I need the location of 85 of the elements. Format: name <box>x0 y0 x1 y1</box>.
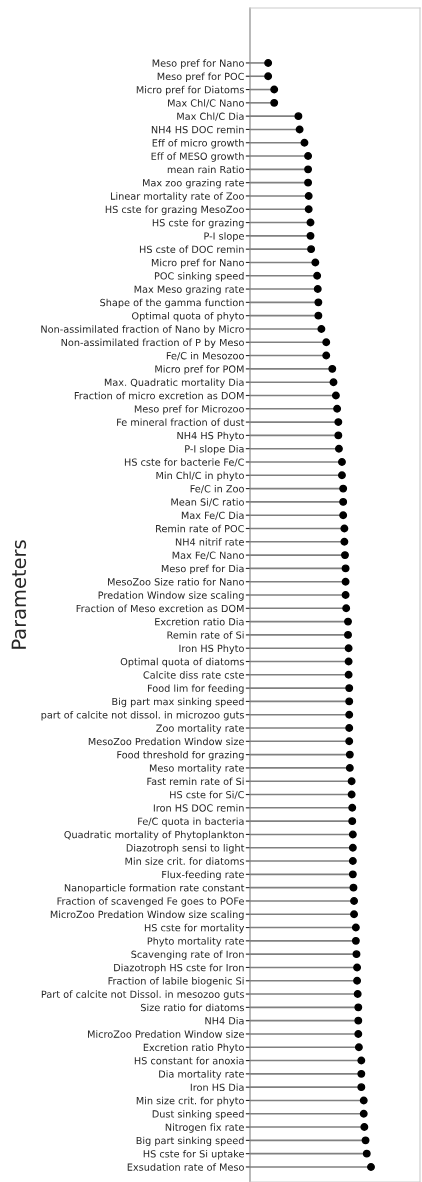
y-tick-label: Big part max sinking speed <box>112 697 244 708</box>
y-tick-label: NH4 Dia <box>205 1016 244 1025</box>
y-tick-label: Shape of the gamma function <box>100 298 244 309</box>
y-tick-label: Mean Si/C ratio <box>171 498 244 507</box>
y-tick-label: HS cste for Si uptake <box>143 1149 244 1160</box>
y-tick-label: MesoZoo Predation Window size <box>88 737 244 746</box>
y-tick-label: Eff of MESO growth <box>151 152 244 162</box>
y-tick-label: Min size crit. for phyto <box>136 1096 244 1107</box>
y-tick-label: Max Meso grazing rate <box>134 285 244 295</box>
y-tick-label: Calcite diss rate cste <box>143 671 244 679</box>
y-tick-label: Fraction of labile biogenic Si <box>108 977 244 987</box>
y-tick-label: HS cste for Si/C <box>170 790 244 800</box>
y-tick-label: Nitrogen fix rate <box>165 1123 244 1133</box>
y-tick-label: Predation Window size scaling <box>98 591 244 601</box>
y-tick-label: P-I slope <box>204 232 244 242</box>
y-tick-label: MicroZoo Predation Window size <box>88 1030 244 1038</box>
y-tick-label: HS cste for grazing MesoZoo <box>105 205 244 215</box>
y-tick-label: Part of calcite not Dissol. in mesozoo guts <box>41 990 244 1000</box>
y-tick-label: Micro pref for Diatoms <box>136 85 244 96</box>
y-tick-label: Food threshold for grazing <box>117 750 244 761</box>
y-tick-label: Optimal quota of diatoms <box>120 657 244 668</box>
y-tick-label: HS cste for grazing <box>152 218 244 229</box>
y-tick-label: Nanoparticle formation rate constant <box>64 883 245 894</box>
y-tick-label: P-I slope Dia <box>185 444 244 455</box>
y-tick-label: Max zoo grazing rate <box>143 178 244 189</box>
y-tick-label: Meso pref for Dia <box>161 564 244 575</box>
y-tick-label: Dia mortality rate <box>159 1070 244 1080</box>
y-tick-label: Remin rate of Si <box>167 631 244 639</box>
y-tick-label: Diazotroph sensi to light <box>126 844 245 854</box>
y-tick-label: Quadratic mortality of Phytoplankton <box>64 830 244 841</box>
y-tick-label: Micro pref for Nano <box>151 258 244 269</box>
y-tick-label: Max Chl/C Nano <box>168 99 244 108</box>
y-tick-label: Diazotroph HS cste for Iron <box>114 963 244 974</box>
y-tick-label: Fe mineral fraction of dust <box>117 418 245 426</box>
y-tick-label: Optimal quota of phyto <box>131 311 244 322</box>
y-tick-label: Min size crit. for diatoms <box>125 857 244 865</box>
y-tick-label: HS constant for anoxia <box>134 1056 244 1065</box>
y-tick-label: Fe/C quota in bacteria <box>138 817 244 827</box>
y-tick-label: Fraction of Meso excretion as DOM <box>76 604 244 613</box>
y-tick-label: Micro pref for POM <box>155 365 244 375</box>
y-tick-label: Remin rate of POC <box>156 524 244 533</box>
y-tick-label: Meso pref for POC <box>157 72 244 82</box>
y-tick-label: NH4 nitrif rate <box>175 538 244 546</box>
y-tick-label: Non-assimilated fraction of Nano by Micro <box>41 325 244 335</box>
y-tick-label: Meso pref for Microzoo <box>134 405 244 415</box>
y-tick-label: Max Chl/C Dia <box>177 112 244 121</box>
y-tick-label: Excretion ratio Phyto <box>143 1043 244 1053</box>
y-tick-label: Fraction of micro excretion as DOM <box>74 391 244 400</box>
y-tick-label: Size ratio for diatoms <box>140 1003 244 1012</box>
y-tick-label: HS cste of DOC remin <box>139 245 244 253</box>
y-tick-label: Max Fe/C Nano <box>172 551 244 560</box>
y-tick-label: Food lim for feeding <box>147 684 244 694</box>
y-tick-label: Max. Quadratic mortality Dia <box>104 378 244 388</box>
y-tick-label: Meso pref for Nano <box>152 59 244 69</box>
y-tick-label: Fraction of scavenged Fe goes to POFe <box>57 897 244 907</box>
y-tick-label: Big part sinking speed <box>136 1136 244 1147</box>
y-tick-label: Phyto mortality rate <box>147 937 244 947</box>
y-tick-label: Max Fe/C Dia <box>181 511 244 520</box>
y-tick-label: Non-assimilated fraction of P by Meso <box>61 338 244 348</box>
y-tick-label: MicroZoo Predation Window size scaling <box>50 910 244 920</box>
y-tick-label: HS cste for mortality <box>144 923 245 934</box>
y-tick-label: mean rain Ratio <box>167 165 244 174</box>
y-tick-label: Linear mortality rate of Zoo <box>110 192 244 202</box>
y-tick-label: part of calcite not dissol. in microzoo guts <box>41 711 244 721</box>
y-tick-label: POC sinking speed <box>154 272 244 282</box>
y-tick-label: Flux-feeding rate <box>162 870 244 881</box>
y-tick-label: Dust sinking speed <box>152 1110 244 1120</box>
y-tick-label: Min Chl/C in phyto <box>156 471 244 481</box>
y-tick-label: Exsudation rate of Meso <box>127 1163 244 1171</box>
y-tick-label: NH4 HS Phyto <box>177 431 244 442</box>
y-tick-label: Iron HS Phyto <box>179 644 244 654</box>
y-axis-title: Parameters <box>11 540 27 649</box>
y-tick-label: Zoo mortality rate <box>156 724 244 734</box>
y-tick-label: Fast remin rate of Si <box>147 777 244 786</box>
y-tick-label: Eff of micro growth <box>152 139 244 149</box>
y-tick-label: Iron HS DOC remin <box>153 804 244 812</box>
y-tick-label: Iron HS Dia <box>190 1083 244 1091</box>
y-tick-label: Excretion ratio Dia <box>155 617 244 626</box>
y-tick-label: NH4 HS DOC remin <box>151 125 244 134</box>
y-tick-label: Meso mortality rate <box>149 764 244 774</box>
y-tick-label: Scavenging rate of Iron <box>131 950 244 960</box>
y-tick-label: Fe/C in Mesozoo <box>166 351 244 361</box>
y-tick-label: Fe/C in Zoo <box>190 484 244 494</box>
y-tick-label: HS cste for bacterie Fe/C <box>124 458 244 467</box>
y-tick-label: MesoZoo Size ratio for Nano <box>108 578 244 586</box>
